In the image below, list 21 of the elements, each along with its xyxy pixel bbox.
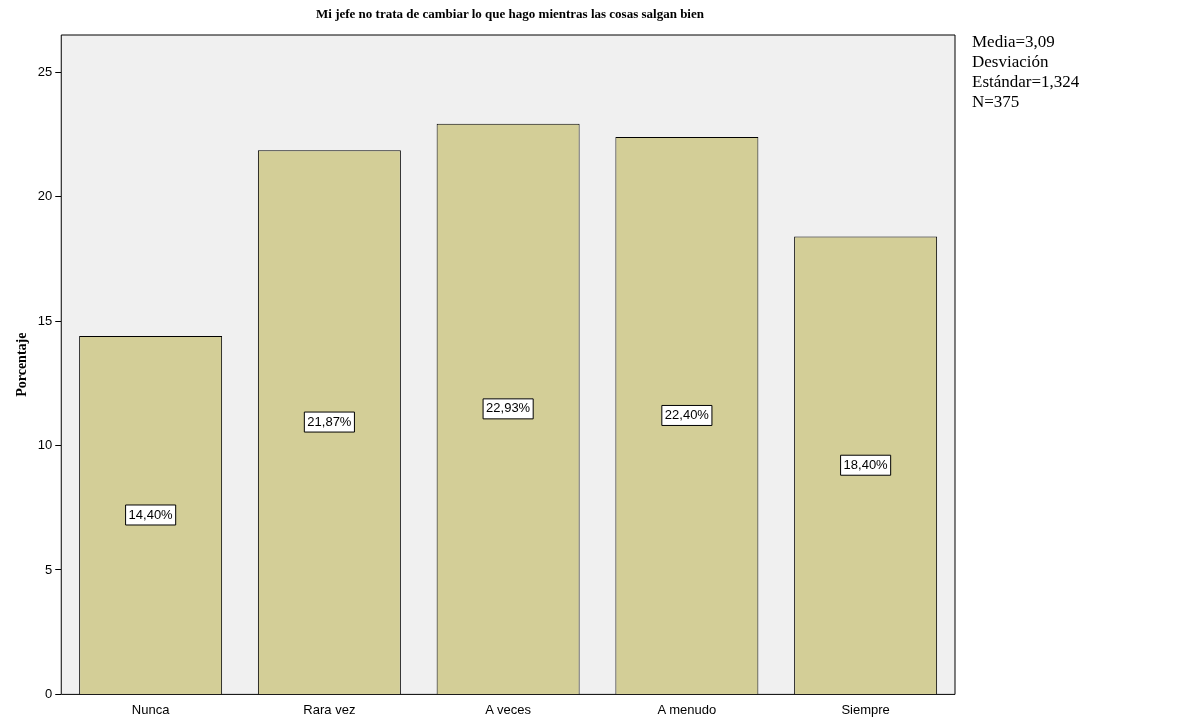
chart-title: Mi jefe no trata de cambiar lo que hago mientras las cosas salgan bien bbox=[315, 6, 705, 22]
y-tick-label: 10 bbox=[37, 437, 53, 453]
text: Desviación Estándar=1,324 bbox=[972, 52, 1081, 92]
y-axis-title: Porcentaje bbox=[14, 332, 30, 397]
y-tick-label: 5 bbox=[45, 561, 53, 577]
text: Media=3,09 bbox=[972, 32, 1056, 52]
x-tick-label: A veces bbox=[485, 701, 532, 717]
x-tick-label: Siempre bbox=[841, 701, 890, 717]
x-tick-label: Rara vez bbox=[303, 701, 356, 717]
data-label: 14,40% bbox=[128, 506, 174, 522]
data-label: 22,40% bbox=[664, 407, 710, 423]
data-label: 18,40% bbox=[843, 456, 889, 472]
data-label: 22,93% bbox=[486, 400, 531, 416]
y-tick-label: 15 bbox=[37, 312, 53, 328]
text: N=375 bbox=[972, 92, 1021, 112]
data-label: 21,87% bbox=[307, 413, 352, 429]
y-tick-label: 0 bbox=[45, 685, 53, 701]
y-tick-label: 20 bbox=[37, 188, 53, 204]
y-tick-label: 25 bbox=[37, 63, 53, 79]
x-tick-label: A menudo bbox=[657, 701, 717, 717]
x-tick-label: Nunca bbox=[131, 701, 171, 717]
